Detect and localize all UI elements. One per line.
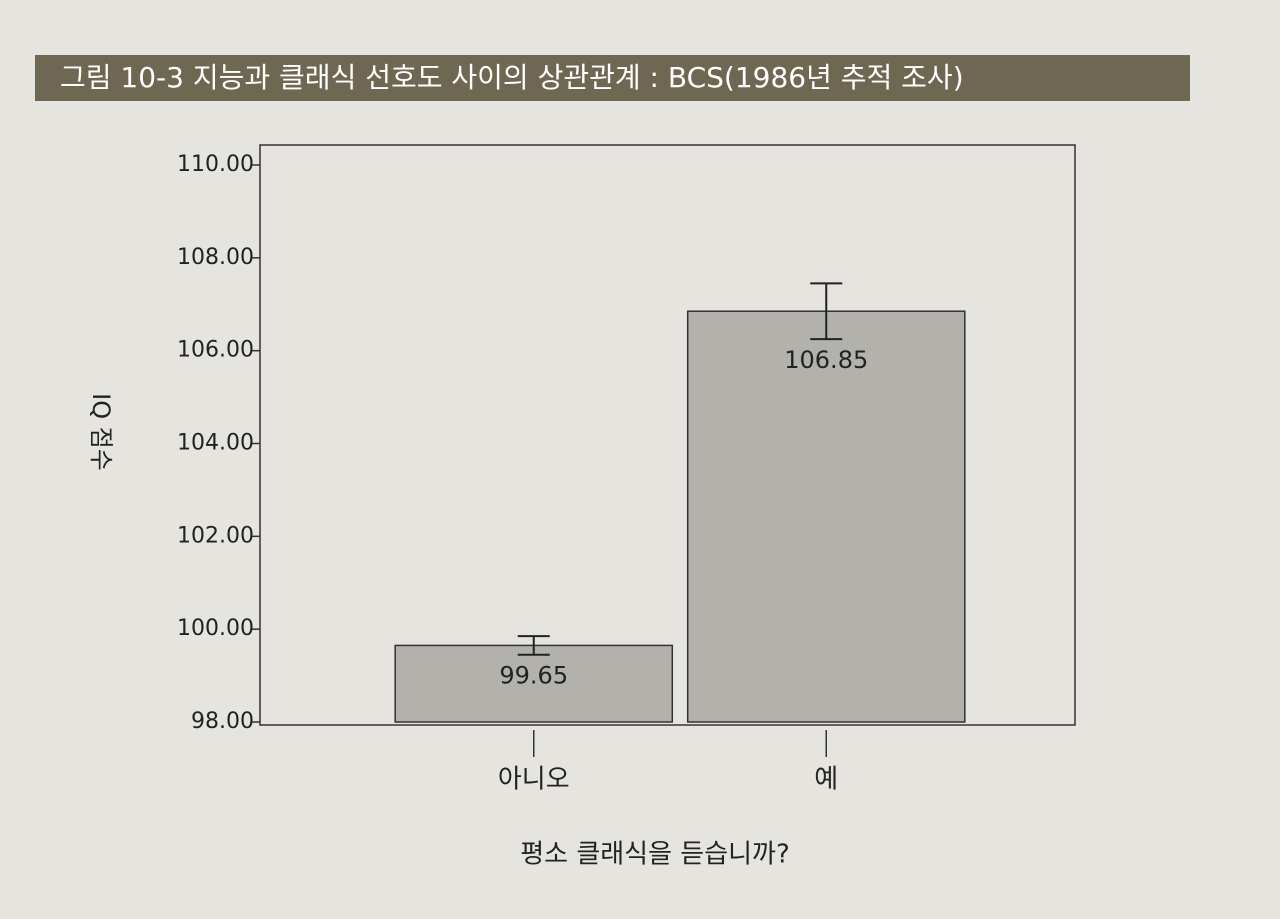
y-tick-label: 104.00 bbox=[177, 431, 254, 456]
error-bar bbox=[810, 282, 843, 341]
y-tick-label: 102.00 bbox=[177, 523, 254, 548]
y-tick-label: 100.00 bbox=[177, 616, 254, 641]
value-label: 99.65 bbox=[499, 662, 568, 690]
bar bbox=[394, 644, 674, 723]
y-tick-label: 108.00 bbox=[177, 245, 254, 270]
value-label: 106.85 bbox=[784, 346, 868, 374]
chart-title: 그림 10-3 지능과 클래식 선호도 사이의 상관관계 : BCS(1986년… bbox=[60, 61, 964, 94]
x-axis-label: 평소 클래식을 듣습니까? bbox=[520, 840, 790, 870]
x-tick-label: 예 bbox=[814, 765, 838, 795]
y-tick-label: 110.00 bbox=[177, 152, 254, 177]
error-bar bbox=[517, 635, 550, 656]
title-band bbox=[35, 55, 1190, 101]
y-tick-label: 98.00 bbox=[191, 709, 254, 734]
x-tick-label: 아니오 bbox=[498, 765, 570, 795]
plot-frame bbox=[259, 144, 1076, 726]
y-tick-label: 106.00 bbox=[177, 338, 254, 363]
y-axis-label: IQ 점수 bbox=[87, 393, 115, 471]
